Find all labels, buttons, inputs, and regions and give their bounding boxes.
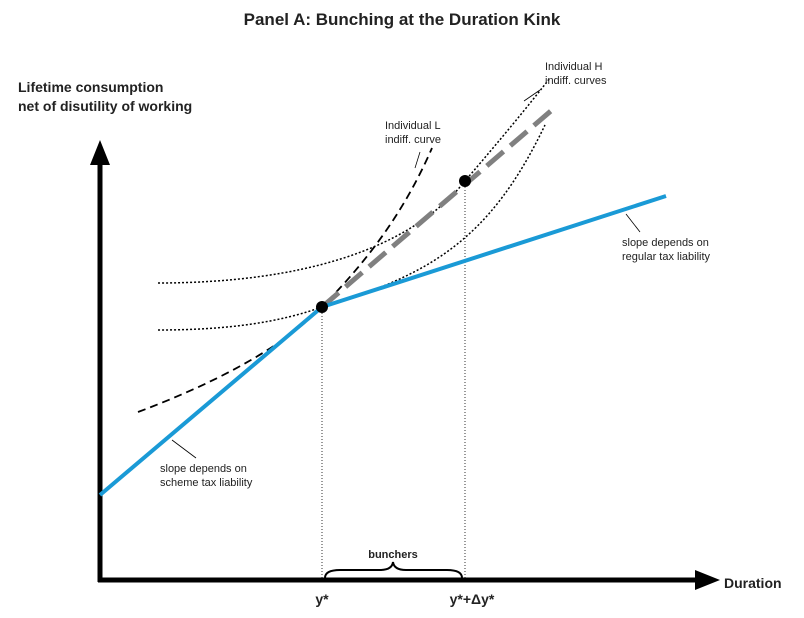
- indifference-curve-h: [157, 77, 551, 284]
- axes: [90, 140, 720, 590]
- y-star-label: y*: [315, 591, 329, 607]
- bunchers-label: bunchers: [368, 549, 418, 561]
- x-axis-label: Duration: [724, 575, 782, 591]
- annotation: scheme tax liability: [160, 477, 253, 489]
- bunch-point: [459, 175, 471, 187]
- leader: [625, 213, 641, 233]
- kink-point: [316, 301, 328, 313]
- annotation: slope depends on: [622, 237, 709, 249]
- y-axis-label: Lifetime consumption: [18, 79, 163, 95]
- brace: [324, 561, 463, 579]
- annotation: indiff. curve: [385, 134, 441, 146]
- title: Panel A: Bunching at the Duration Kink: [244, 10, 561, 29]
- leader: [414, 151, 421, 169]
- annotation: regular tax liability: [622, 251, 711, 263]
- annotation: indiff. curves: [545, 75, 607, 87]
- leader: [171, 439, 197, 459]
- annotation: Individual L: [385, 120, 441, 132]
- bunching-line: [320, 108, 554, 309]
- y-star-plus-label: y*+Δy*: [450, 591, 495, 607]
- leader: [523, 89, 541, 102]
- indifference-curve-l: [137, 147, 433, 413]
- annotation: Individual H: [545, 61, 603, 73]
- y-axis-label: net of disutility of working: [18, 98, 192, 114]
- annotation: slope depends on: [160, 463, 247, 475]
